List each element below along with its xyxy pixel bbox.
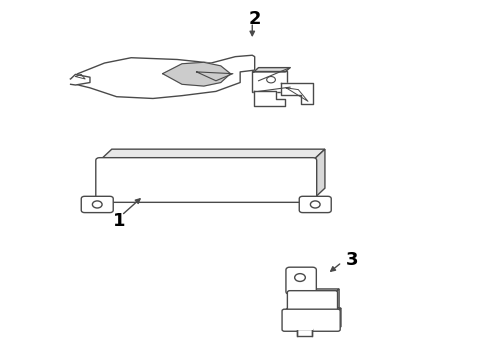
- Polygon shape: [163, 62, 230, 86]
- Polygon shape: [71, 55, 255, 99]
- Polygon shape: [254, 68, 290, 72]
- Polygon shape: [281, 82, 313, 104]
- FancyBboxPatch shape: [286, 267, 317, 294]
- Text: 2: 2: [248, 10, 261, 28]
- FancyBboxPatch shape: [96, 158, 317, 202]
- Polygon shape: [313, 149, 325, 199]
- Text: 1: 1: [113, 212, 125, 230]
- Polygon shape: [290, 289, 339, 292]
- Polygon shape: [285, 308, 341, 311]
- Polygon shape: [335, 289, 339, 311]
- Polygon shape: [99, 149, 325, 161]
- Bar: [297, 329, 312, 336]
- Text: 3: 3: [345, 251, 358, 269]
- Polygon shape: [254, 91, 285, 105]
- Polygon shape: [71, 75, 90, 85]
- Polygon shape: [338, 308, 341, 329]
- FancyBboxPatch shape: [299, 196, 331, 213]
- FancyBboxPatch shape: [282, 309, 340, 331]
- Circle shape: [93, 201, 102, 208]
- FancyBboxPatch shape: [81, 196, 113, 213]
- Circle shape: [294, 274, 305, 282]
- FancyBboxPatch shape: [252, 71, 287, 93]
- FancyBboxPatch shape: [288, 291, 338, 313]
- Circle shape: [267, 77, 275, 83]
- Circle shape: [310, 201, 320, 208]
